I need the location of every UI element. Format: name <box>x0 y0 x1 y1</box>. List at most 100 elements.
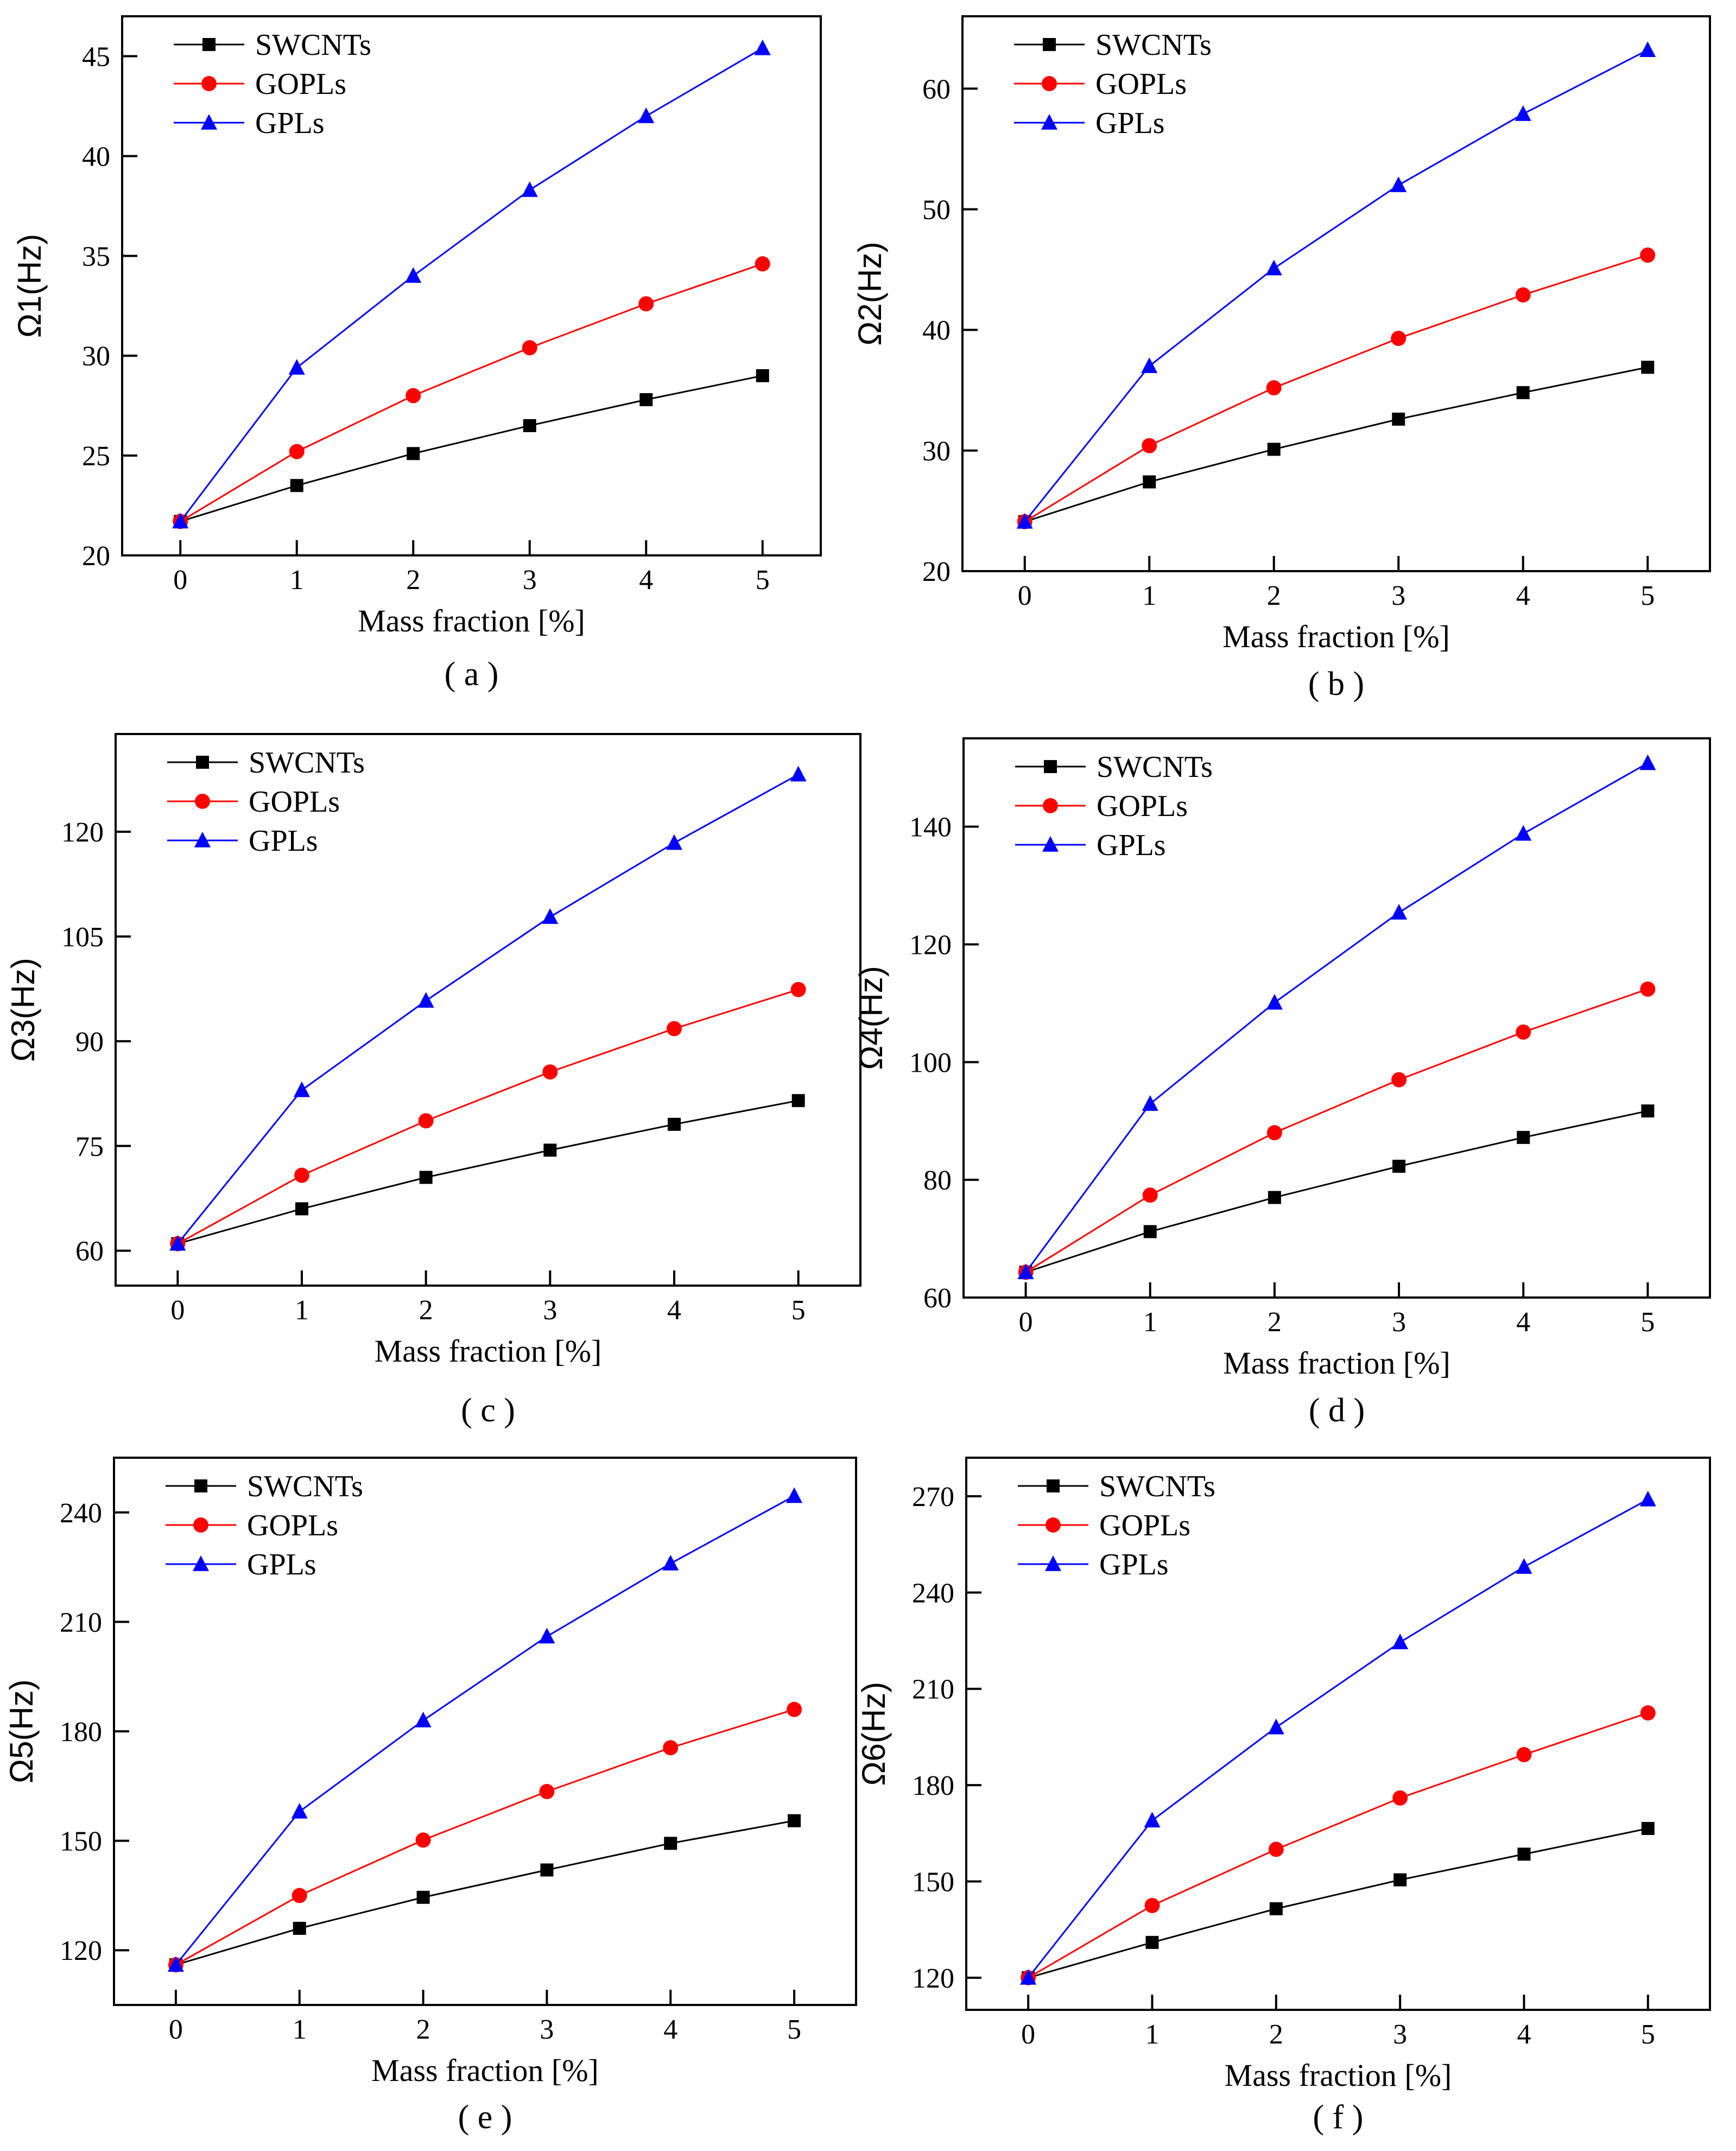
y-axis-label: Ω6(Hz) <box>856 1682 892 1786</box>
data-point-gpls <box>1390 176 1407 192</box>
data-point-swcnts <box>664 1837 677 1850</box>
x-tick-label: 4 <box>1517 2019 1531 2050</box>
data-point-gpls <box>542 908 559 924</box>
y-tick-label: 240 <box>912 1578 954 1609</box>
x-tick-label: 2 <box>1268 1307 1282 1338</box>
data-point-gopls <box>1391 331 1406 346</box>
y-tick-label: 100 <box>909 1047 952 1078</box>
chart-panel-b: 0 1 2 3 4 5 20 30 40 50 60 Mass fraction [%] Ω2(Hz) S… <box>852 15 1711 703</box>
data-point-gpls <box>1639 754 1656 770</box>
chart-panel-d: 0 1 2 3 4 5 60 80 100 120 140 Mass fraction [%] Ω4(H… <box>853 737 1711 1429</box>
y-tick-label: 270 <box>912 1482 954 1513</box>
x-tick-label: 2 <box>1267 580 1281 611</box>
legend-marker <box>1041 114 1057 130</box>
plot-frame <box>115 733 861 1287</box>
data-point-gopls <box>292 1888 307 1903</box>
x-tick-label: 0 <box>173 565 187 596</box>
series-line-gopls <box>180 263 763 522</box>
data-point-gopls <box>638 296 654 312</box>
x-tick-label: 4 <box>667 1295 681 1326</box>
legend-label: SWCNTs <box>255 28 371 62</box>
data-point-swcnts <box>416 1890 430 1904</box>
data-point-swcnts <box>1268 1191 1281 1204</box>
legend-marker <box>201 76 217 91</box>
data-point-gpls <box>1016 513 1033 529</box>
y-tick-label: 50 <box>922 194 951 225</box>
data-point-gpls <box>167 1956 184 1972</box>
x-axis-label: Mass fraction [%] <box>1222 619 1450 654</box>
data-point-gpls <box>1639 1490 1656 1507</box>
x-tick-label: 0 <box>169 2014 183 2045</box>
data-point-swcnts <box>1516 386 1530 400</box>
data-point-gpls <box>1144 1812 1161 1827</box>
data-point-gopls <box>790 982 806 997</box>
legend-label: GPLs <box>1095 106 1165 140</box>
y-axis-label: Ω1(Hz) <box>11 234 48 338</box>
data-point-gopls <box>1515 287 1531 303</box>
legend-label: GOPLs <box>1097 789 1188 823</box>
data-point-gpls <box>662 1554 679 1571</box>
x-tick-label: 3 <box>1391 580 1405 611</box>
plot-frame <box>121 15 822 556</box>
data-point-gopls <box>539 1783 555 1799</box>
series-line-swcnts <box>175 1820 795 1966</box>
legend-label: SWCNTs <box>1095 28 1212 62</box>
y-tick-label: 120 <box>61 817 104 848</box>
data-point-gopls <box>1392 1790 1408 1806</box>
data-point-gpls <box>638 107 655 123</box>
data-point-swcnts <box>1641 1821 1655 1835</box>
series-line-gpls <box>1025 762 1649 1273</box>
y-tick-label: 60 <box>75 1236 104 1267</box>
x-tick-label: 4 <box>639 565 653 596</box>
data-point-gpls <box>538 1628 555 1644</box>
x-tick-label: 4 <box>663 2014 677 2045</box>
x-tick-label: 4 <box>1516 1307 1530 1338</box>
data-point-gpls <box>666 834 682 850</box>
data-point-gopls <box>294 1167 309 1183</box>
plot-frame <box>113 1457 857 2006</box>
data-point-swcnts <box>293 1921 306 1935</box>
data-point-gpls <box>1141 357 1158 374</box>
legend-marker <box>201 114 217 130</box>
data-point-gpls <box>172 513 189 529</box>
data-point-swcnts <box>1641 1104 1655 1118</box>
data-point-swcnts <box>639 393 653 407</box>
data-point-gpls <box>1515 105 1531 121</box>
data-point-gpls <box>1265 260 1282 276</box>
series-line-gopls <box>1025 988 1648 1273</box>
data-point-swcnts <box>1393 1873 1407 1887</box>
data-point-swcnts <box>1269 1902 1283 1915</box>
series-line-gopls <box>177 989 799 1245</box>
x-axis-label: Mass fraction [%] <box>371 2053 599 2088</box>
panel-caption: ( a ) <box>445 656 499 693</box>
legend-marker <box>1042 76 1057 91</box>
x-tick-label: 3 <box>1393 2019 1407 2050</box>
x-tick-label: 1 <box>1145 2019 1160 2050</box>
legend-label: GPLs <box>247 1548 316 1581</box>
data-point-swcnts <box>295 1202 308 1216</box>
series-line-gopls <box>175 1709 795 1966</box>
data-point-swcnts <box>1267 442 1281 456</box>
data-point-gpls <box>169 1235 186 1251</box>
data-point-gopls <box>1516 1024 1531 1040</box>
legend-label: GOPLs <box>255 67 346 101</box>
data-point-gopls <box>1640 247 1656 263</box>
y-tick-label: 75 <box>75 1131 104 1162</box>
series-line-swcnts <box>1024 366 1648 523</box>
y-tick-label: 30 <box>82 341 110 372</box>
legend-marker <box>1045 1555 1061 1571</box>
legend-label: GPLs <box>1097 828 1166 862</box>
y-tick-label: 120 <box>60 1935 102 1966</box>
data-point-gpls <box>417 992 434 1008</box>
y-tick-label: 35 <box>82 241 110 272</box>
y-tick-label: 150 <box>60 1826 102 1857</box>
legend-label: SWCNTs <box>1097 750 1213 784</box>
data-point-swcnts <box>1145 1935 1159 1949</box>
y-tick-label: 45 <box>82 42 110 73</box>
data-point-gopls <box>415 1832 431 1848</box>
panel-caption: ( f ) <box>1313 2099 1364 2136</box>
panel-caption: ( d ) <box>1309 1392 1365 1429</box>
data-point-gopls <box>1266 380 1282 396</box>
data-point-gopls <box>787 1701 802 1717</box>
legend-label: SWCNTs <box>1099 1470 1215 1503</box>
